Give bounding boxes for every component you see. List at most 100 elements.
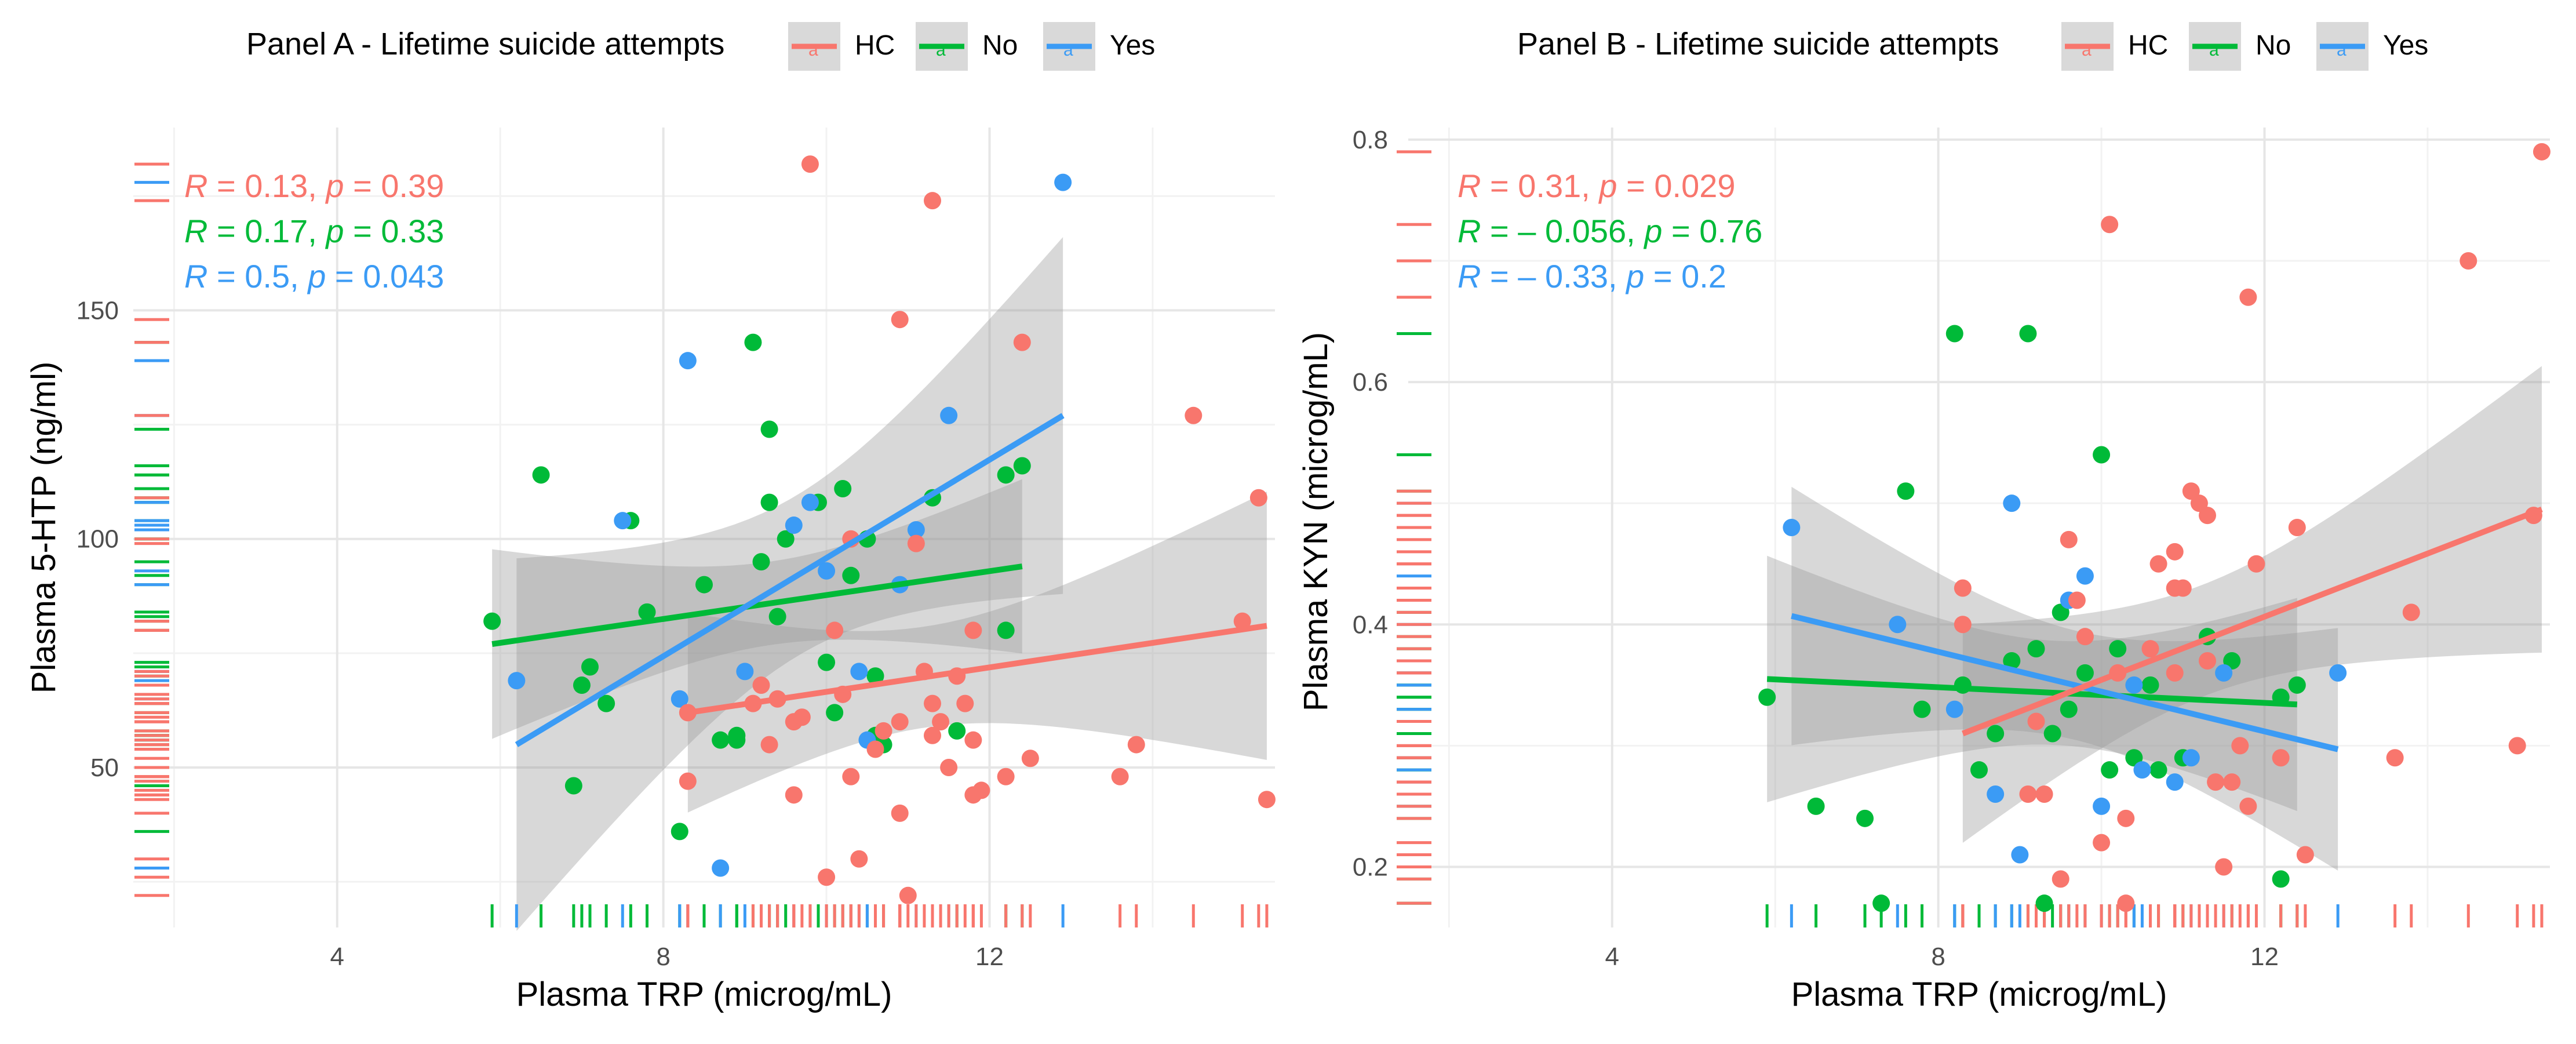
data-point-no[interactable] <box>997 466 1015 484</box>
data-point-yes[interactable] <box>907 521 925 539</box>
data-point-hc[interactable] <box>907 534 925 552</box>
data-point-hc[interactable] <box>760 736 778 754</box>
data-point-hc[interactable] <box>2215 858 2233 876</box>
data-point-hc[interactable] <box>2272 749 2290 767</box>
data-point-hc[interactable] <box>1233 612 1251 630</box>
data-point-no[interactable] <box>1970 761 1988 779</box>
data-point-no[interactable] <box>2149 761 2167 779</box>
data-point-no[interactable] <box>948 722 966 740</box>
data-point-hc[interactable] <box>2533 143 2551 161</box>
data-point-no[interactable] <box>777 530 795 548</box>
legend-item-yes[interactable]: a Yes <box>2316 22 2428 71</box>
data-point-hc[interactable] <box>2093 834 2111 852</box>
data-point-hc[interactable] <box>899 886 917 904</box>
data-point-hc[interactable] <box>2174 579 2192 597</box>
data-point-no[interactable] <box>2093 446 2111 464</box>
data-point-hc[interactable] <box>2166 543 2184 561</box>
data-point-no[interactable] <box>532 466 550 484</box>
data-point-hc[interactable] <box>2068 591 2086 609</box>
data-point-hc[interactable] <box>956 694 974 712</box>
data-point-hc[interactable] <box>2166 664 2184 682</box>
data-point-yes[interactable] <box>2093 797 2111 815</box>
data-point-no[interactable] <box>728 731 746 749</box>
data-point-hc[interactable] <box>2027 712 2045 730</box>
data-point-hc[interactable] <box>2076 628 2094 646</box>
data-point-yes[interactable] <box>2215 664 2233 682</box>
data-point-no[interactable] <box>2272 870 2290 888</box>
data-point-hc[interactable] <box>2386 749 2404 767</box>
data-point-no[interactable] <box>760 420 778 438</box>
legend-item-hc[interactable]: a HC <box>2061 22 2168 71</box>
data-point-hc[interactable] <box>679 772 697 790</box>
data-point-yes[interactable] <box>1783 519 1801 536</box>
data-point-no[interactable] <box>997 621 1015 639</box>
legend-item-no[interactable]: a No <box>2189 22 2291 71</box>
data-point-no[interactable] <box>1856 809 1874 827</box>
data-point-hc[interactable] <box>2035 785 2053 803</box>
data-point-yes[interactable] <box>940 406 958 424</box>
data-point-no[interactable] <box>1987 725 2005 743</box>
data-point-yes[interactable] <box>508 672 526 690</box>
data-point-yes[interactable] <box>614 512 632 530</box>
data-point-yes[interactable] <box>2329 664 2347 682</box>
data-point-no[interactable] <box>1758 688 1776 706</box>
data-point-no[interactable] <box>712 731 730 749</box>
data-point-hc[interactable] <box>2402 603 2420 621</box>
data-point-no[interactable] <box>768 608 786 625</box>
data-point-yes[interactable] <box>2133 761 2151 779</box>
legend-item-hc[interactable]: a HC <box>788 22 895 71</box>
data-point-yes[interactable] <box>671 690 688 708</box>
data-point-hc[interactable] <box>752 676 770 694</box>
data-point-no[interactable] <box>2035 894 2053 912</box>
data-point-hc[interactable] <box>2149 555 2167 573</box>
data-point-hc[interactable] <box>2117 809 2135 827</box>
data-point-hc[interactable] <box>1013 333 1031 351</box>
data-point-hc[interactable] <box>932 713 950 731</box>
data-point-hc[interactable] <box>997 767 1015 785</box>
data-point-hc[interactable] <box>850 850 868 868</box>
data-point-no[interactable] <box>1807 797 1825 815</box>
data-point-no[interactable] <box>581 658 599 676</box>
data-point-no[interactable] <box>1872 894 1890 912</box>
data-point-yes[interactable] <box>2011 846 2029 864</box>
data-point-hc[interactable] <box>2223 773 2241 791</box>
data-point-no[interactable] <box>834 479 852 497</box>
data-point-no[interactable] <box>1913 700 1931 718</box>
data-point-hc[interactable] <box>1249 489 1267 507</box>
data-point-hc[interactable] <box>2247 555 2265 573</box>
data-point-hc[interactable] <box>2288 519 2306 536</box>
data-point-no[interactable] <box>564 777 582 795</box>
data-point-yes[interactable] <box>2166 773 2184 791</box>
data-point-yes[interactable] <box>1889 616 1907 634</box>
data-point-hc[interactable] <box>2207 773 2225 791</box>
data-point-hc[interactable] <box>1021 750 1039 767</box>
data-point-no[interactable] <box>2101 761 2119 779</box>
data-point-no[interactable] <box>2076 664 2094 682</box>
data-point-hc[interactable] <box>2141 640 2159 658</box>
data-point-no[interactable] <box>1013 457 1031 475</box>
data-point-yes[interactable] <box>785 516 803 534</box>
data-point-hc[interactable] <box>972 781 990 799</box>
data-point-hc[interactable] <box>875 722 892 740</box>
data-point-no[interactable] <box>2060 700 2078 718</box>
data-point-no[interactable] <box>2027 640 2045 658</box>
data-point-hc[interactable] <box>924 192 941 210</box>
data-point-hc[interactable] <box>2199 507 2216 525</box>
data-point-hc[interactable] <box>785 786 803 804</box>
data-point-hc[interactable] <box>2199 652 2216 670</box>
data-point-hc[interactable] <box>924 726 941 744</box>
data-point-hc[interactable] <box>2052 870 2069 888</box>
data-point-no[interactable] <box>2043 725 2061 743</box>
data-point-no[interactable] <box>483 612 501 630</box>
legend-item-yes[interactable]: a Yes <box>1043 22 1155 71</box>
data-point-no[interactable] <box>597 694 615 712</box>
data-point-no[interactable] <box>2141 676 2159 694</box>
data-point-hc[interactable] <box>940 759 958 776</box>
data-point-hc[interactable] <box>964 621 982 639</box>
data-point-hc[interactable] <box>891 713 909 731</box>
data-point-yes[interactable] <box>1054 173 1072 191</box>
data-point-hc[interactable] <box>793 708 811 726</box>
data-point-no[interactable] <box>1945 325 1963 343</box>
data-point-hc[interactable] <box>2019 785 2037 803</box>
data-point-hc[interactable] <box>2460 252 2477 270</box>
